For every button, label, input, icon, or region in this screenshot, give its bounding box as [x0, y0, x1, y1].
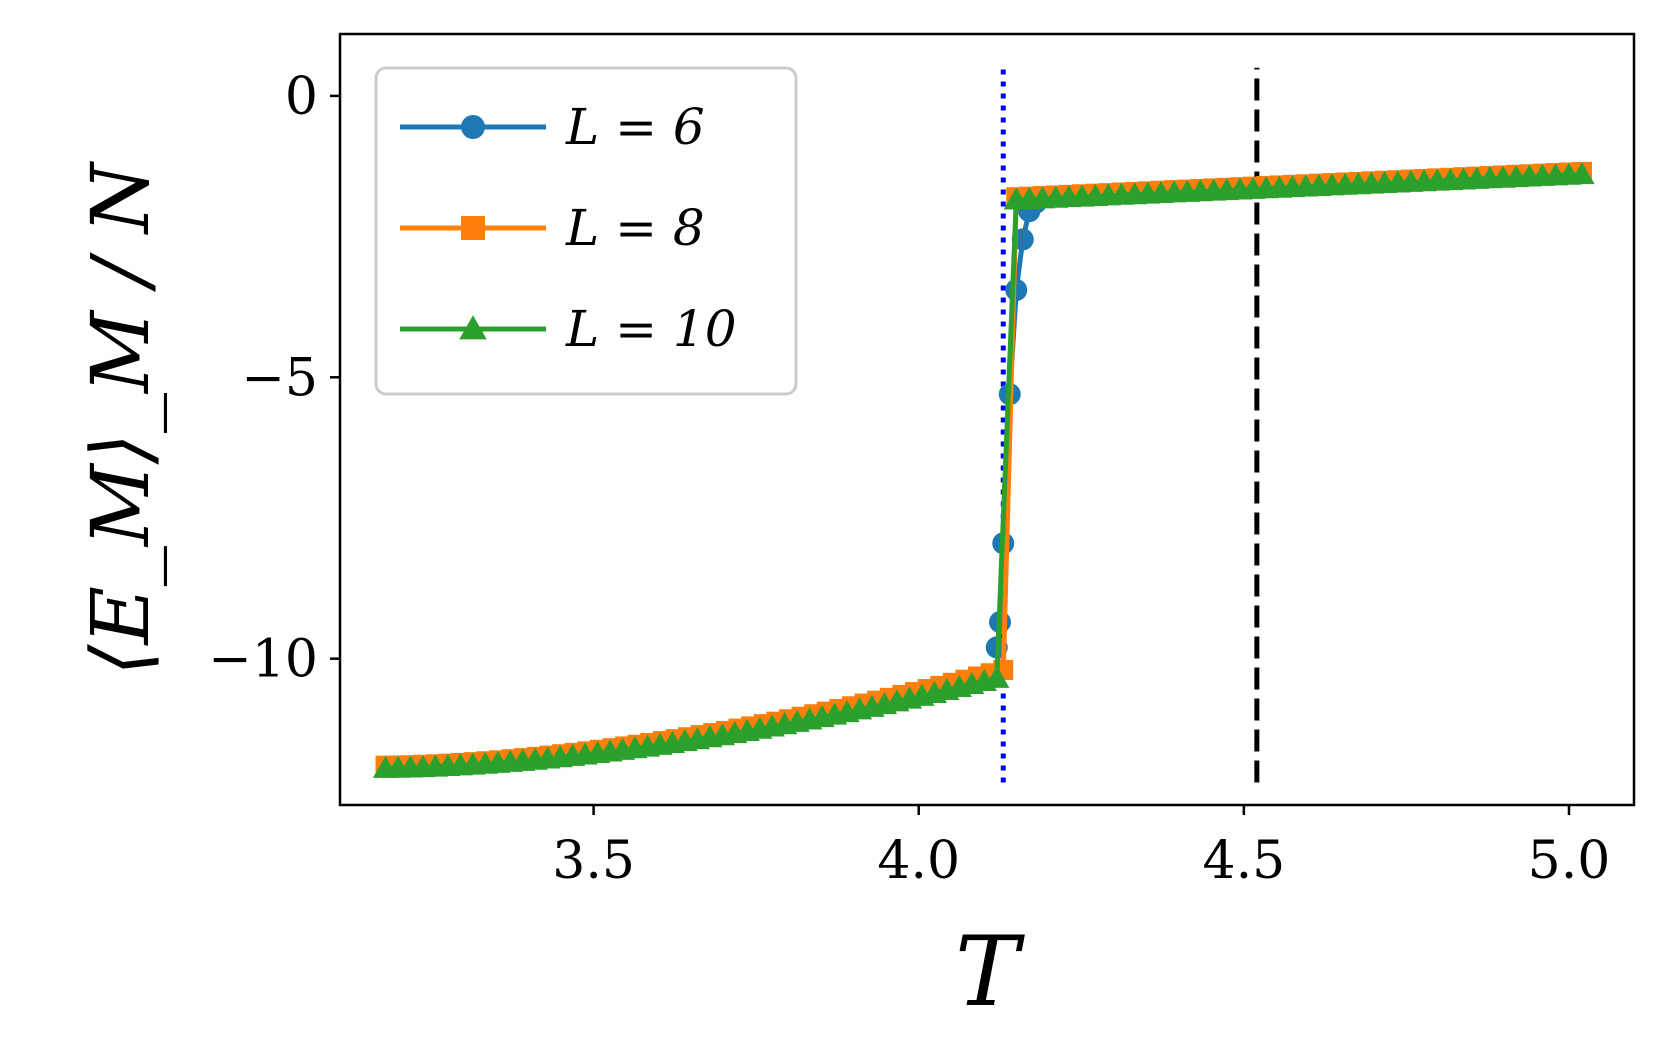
legend-entry: L = 6: [400, 98, 705, 156]
y-axis-label: ⟨E_M⟩_M / N: [74, 160, 167, 675]
legend-box: [374, 66, 798, 396]
x-tick-label: 5.0: [1528, 831, 1611, 891]
legend-marker: [461, 115, 485, 139]
axes-frame: [338, 32, 1636, 807]
legend-entry: L = 10: [400, 300, 737, 358]
x-tick-label: 4.5: [1202, 831, 1285, 891]
legend-marker: [461, 216, 485, 240]
legend: L = 6 L = 8 L = 10: [374, 66, 798, 396]
data-point: [984, 665, 1010, 688]
x-tick-label: 4.0: [877, 831, 960, 891]
plot-area: 3.5 4.0 4.5 5.0 0 −5 −10 T ⟨E_M⟩_M / N: [74, 32, 1636, 1028]
x-tick-label: 3.5: [552, 831, 635, 891]
legend-entry: L = 8: [400, 199, 705, 257]
legend-marker: [459, 315, 487, 340]
legend-label: L = 10: [565, 300, 737, 358]
y-tick-label: 0: [285, 67, 318, 127]
data-point: [1569, 162, 1595, 185]
data-layer: [372, 67, 1595, 783]
legend-label: L = 6: [565, 98, 705, 156]
series-3: [372, 162, 1595, 778]
legend-label: L = 8: [565, 199, 705, 257]
y-tick-label: −10: [208, 630, 318, 690]
x-axis-label: T: [955, 916, 1025, 1028]
y-tick-label: −5: [241, 348, 318, 408]
